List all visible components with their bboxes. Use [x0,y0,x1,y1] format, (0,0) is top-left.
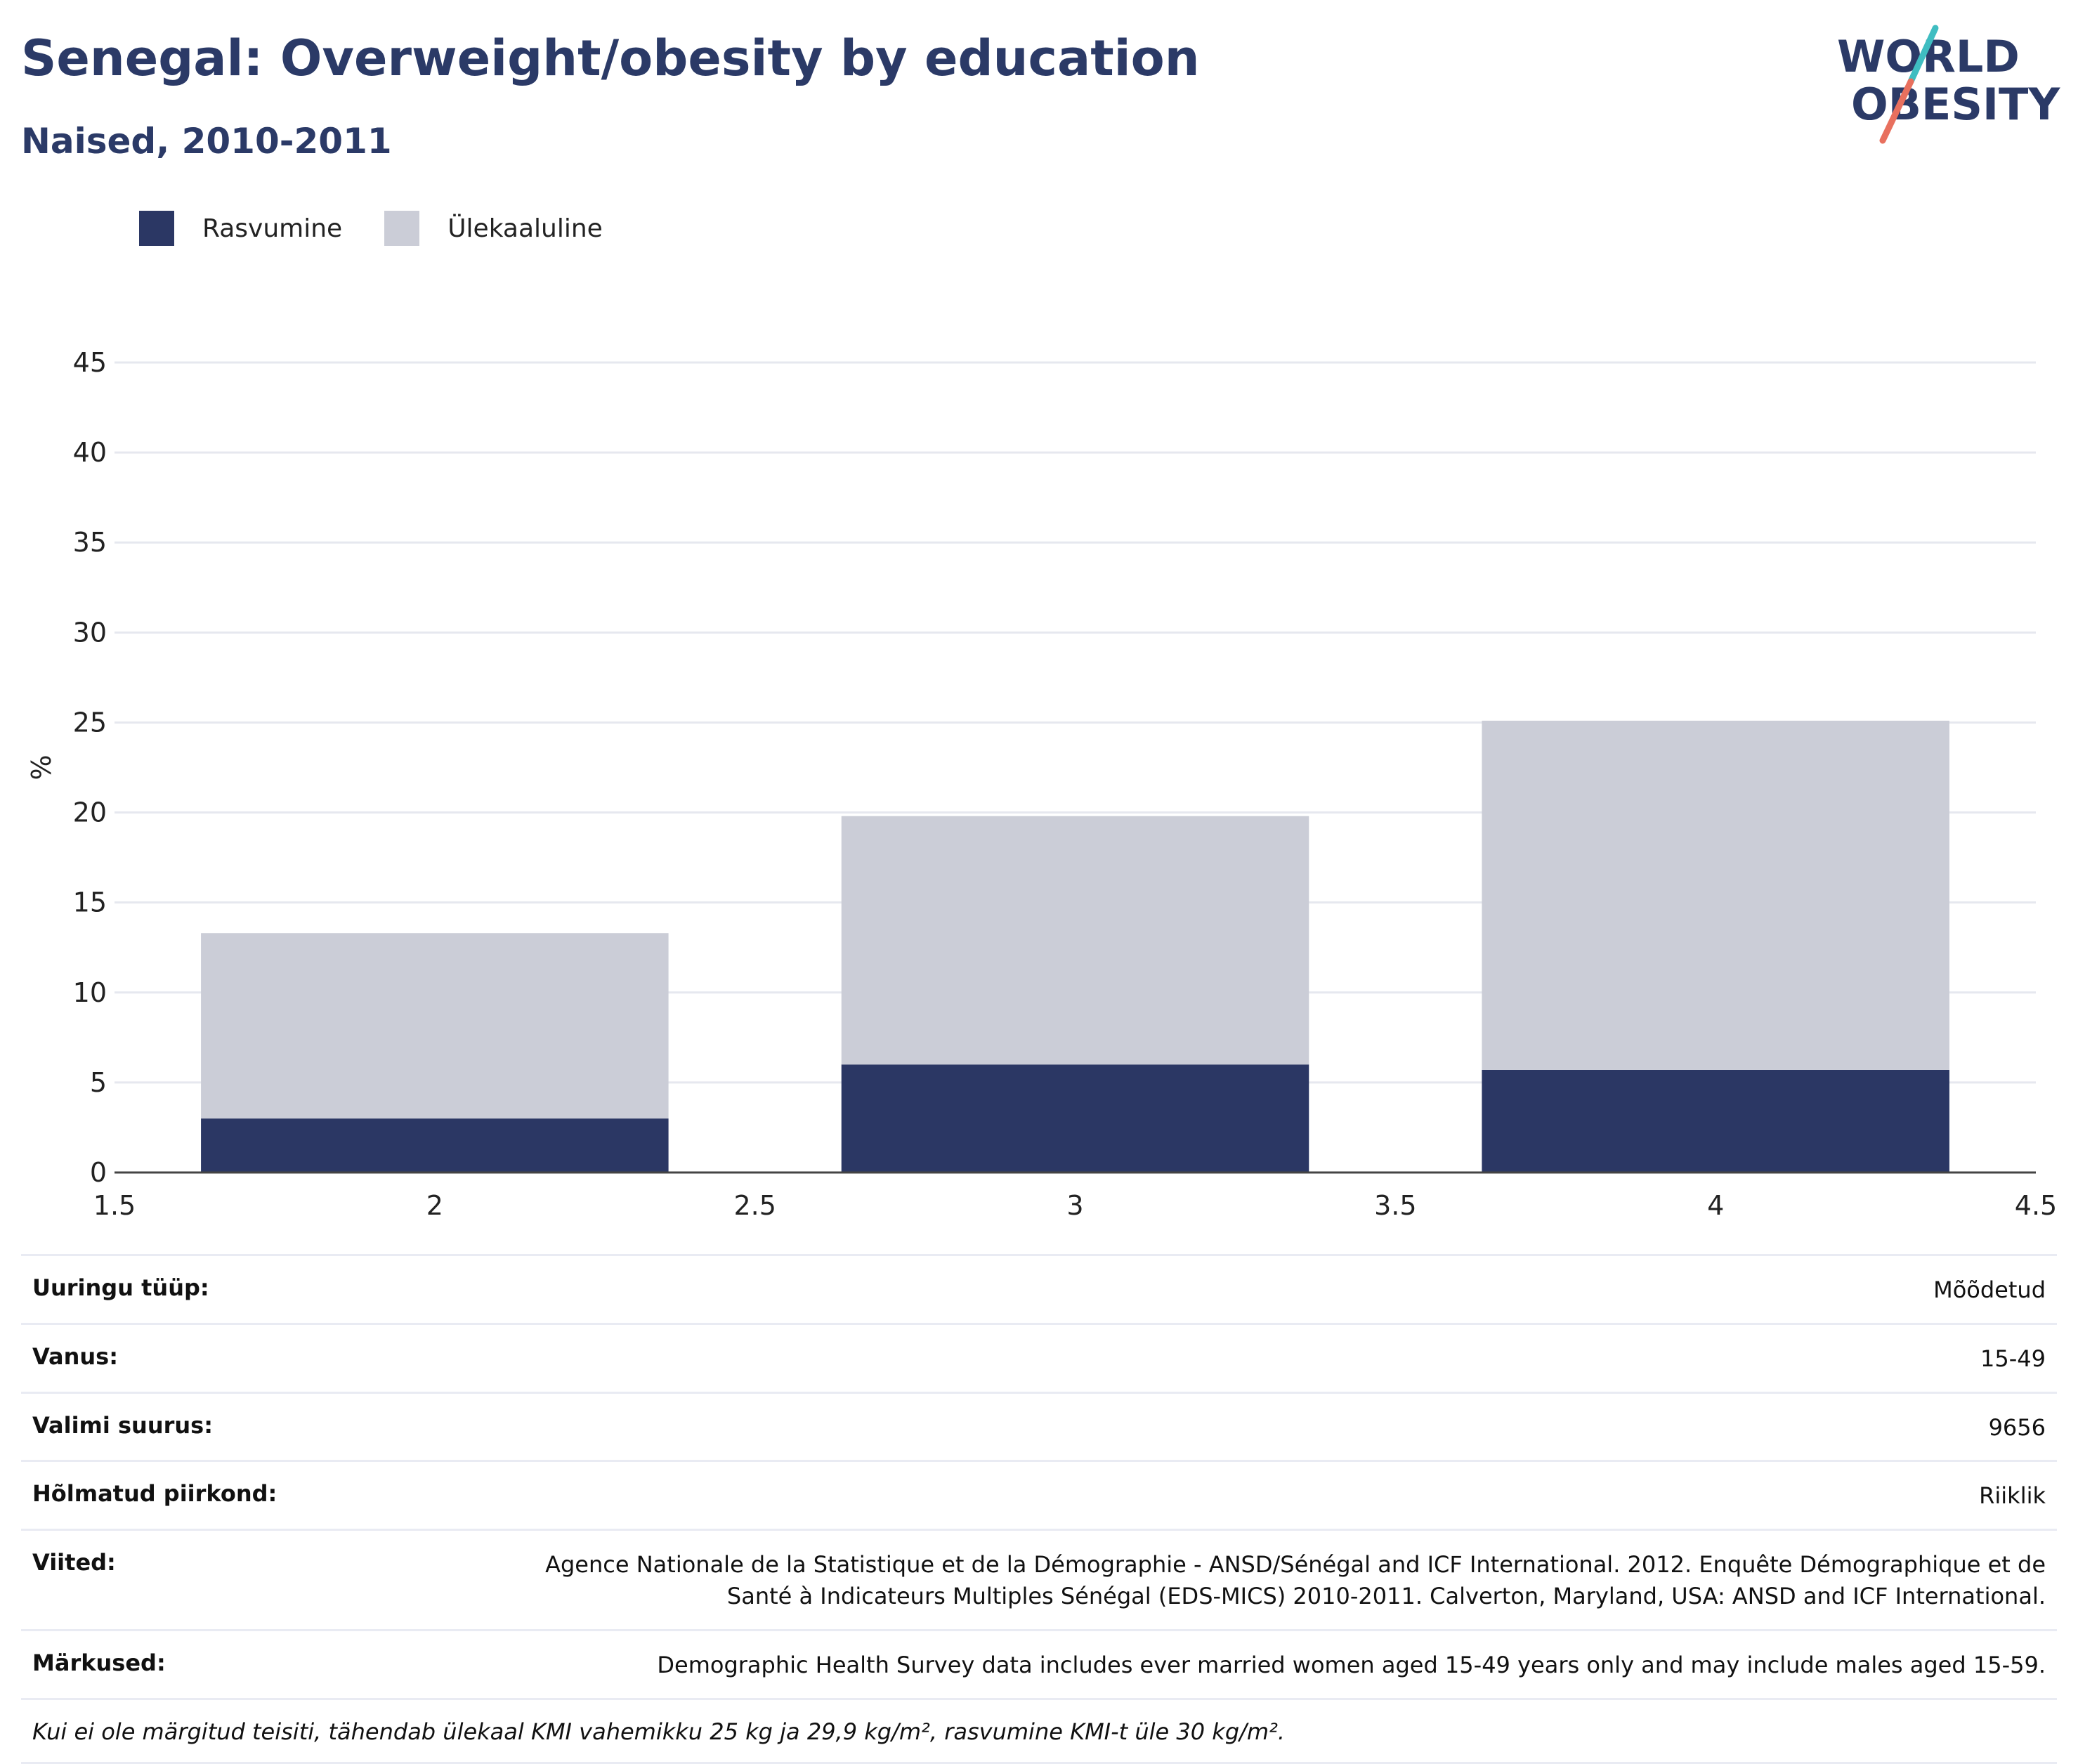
legend-swatch-obesity [139,211,174,246]
x-tick-label: 2 [426,1190,443,1221]
legend-label-overweight: Ülekaaluline [447,214,603,243]
meta-row-references: Viited: Agence Nationale de la Statistiq… [21,1529,2057,1629]
bar-overweight [201,933,669,1119]
meta-row-area-covered: Hõlmatud piirkond: Riiklik [21,1460,2057,1529]
x-tick-label: 3.5 [1374,1190,1416,1221]
bar-obesity [1482,1069,1949,1172]
meta-label: Viited: [32,1549,116,1576]
logo-slash-coral [1879,78,1914,144]
meta-value: Mõõdetud [1933,1276,2046,1303]
definition-footnote: Kui ei ole märgitud teisiti, tähendab ül… [21,1697,2057,1764]
bar-obesity [201,1118,669,1172]
x-tick-label: 1.5 [93,1190,136,1221]
y-axis-label: % [26,754,57,780]
legend-label-obesity: Rasvumine [202,214,343,243]
legend-item-overweight[interactable]: Ülekaaluline [384,211,603,246]
legend-item-obesity[interactable]: Rasvumine [139,211,342,246]
meta-value: Riiklik [1979,1482,2046,1510]
meta-value: Demographic Health Survey data includes … [657,1651,2046,1678]
world-obesity-logo: WORLD OBESITY [1837,25,2060,144]
y-tick-label: 25 [73,707,107,738]
meta-row-age: Vanus: 15-49 [21,1322,2057,1392]
y-tick-label: 0 [90,1157,107,1188]
bar-obesity [841,1064,1309,1172]
x-tick-label: 2.5 [733,1190,776,1221]
y-tick-label: 35 [73,527,107,558]
logo-slash-teal [1907,25,1939,85]
bar-overweight [841,816,1309,1065]
meta-row-notes: Märkused: Demographic Health Survey data… [21,1628,2057,1698]
survey-metadata-table: Uuringu tüüp: Mõõdetud Vanus: 15-49 Vali… [21,1254,2057,1764]
legend-swatch-overweight [384,211,420,246]
x-tick-label: 4 [1707,1190,1724,1221]
chart-legend: Rasvumine Ülekaaluline [139,207,645,249]
y-tick-label: 10 [73,977,107,1008]
y-tick-label: 20 [73,797,107,828]
page-subtitle: Naised, 2010-2011 [21,121,392,162]
meta-row-sample-size: Valimi suurus: 9656 [21,1391,2057,1461]
y-tick-label: 5 [90,1067,107,1098]
x-tick-label: 4.5 [2015,1190,2057,1221]
y-tick-label: 40 [73,437,107,468]
x-tick-label: 3 [1066,1190,1083,1221]
meta-label: Hõlmatud piirkond: [32,1480,277,1508]
meta-value: 9656 [1988,1413,2046,1441]
meta-label: Vanus: [32,1342,119,1370]
meta-row-survey-type: Uuringu tüüp: Mõõdetud [21,1254,2057,1323]
logo-text-obesity: OBESITY [1851,79,2060,130]
meta-label: Uuringu tüüp: [32,1274,209,1301]
y-tick-label: 15 [73,887,107,918]
meta-value: Agence Nationale de la Statistique et de… [545,1551,2046,1609]
meta-value: 15-49 [1980,1345,2046,1372]
y-tick-label: 30 [73,617,107,648]
y-tick-label: 45 [73,347,107,378]
page-title: Senegal: Overweight/obesity by education [21,30,1200,87]
meta-label: Märkused: [32,1649,166,1676]
bar-overweight [1482,720,1949,1070]
stacked-bar-chart: 0 5 10 15 20 25 30 35 40 45 1.5 2 2.5 3 3.5 4 4.5% [26,347,2057,1221]
meta-label: Valimi suurus: [32,1411,214,1439]
